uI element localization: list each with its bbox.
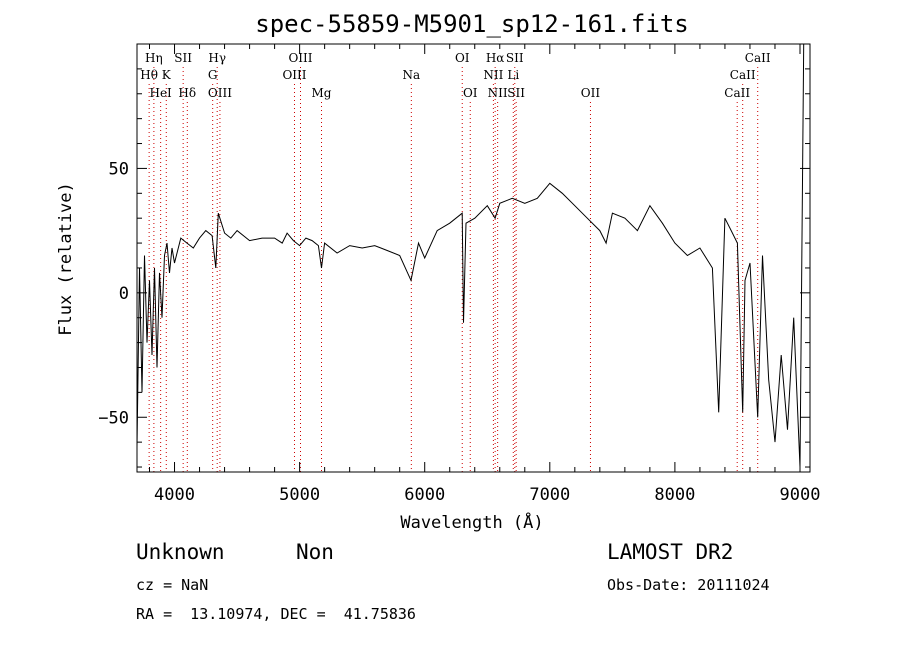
line-marker-label-13: OI (455, 51, 470, 65)
line-marker-label-3: HeI (149, 86, 172, 100)
line-marker-label-17: NII (483, 68, 503, 82)
line-marker-label-20: SII (507, 86, 525, 100)
x-tick-label: 8000 (654, 485, 695, 505)
x-tick-label: 9000 (780, 485, 821, 505)
y-tick-label: 50 (109, 159, 129, 179)
line-marker-label-8: OIII (208, 86, 232, 100)
spectrum-series (136, 43, 805, 468)
chart-title: spec-55859-M5901_sp12-161.fits (255, 10, 688, 38)
line-marker-label-16: SII (506, 51, 524, 65)
observation-date: Obs-Date: 20111024 (607, 576, 770, 594)
line-marker-label-5: Hδ (178, 86, 196, 100)
y-tick-label: 0 (119, 284, 129, 304)
line-marker-label-21: OII (581, 86, 601, 100)
redshift-value: cz = NaN (136, 576, 209, 594)
y-tick-label: −50 (98, 408, 129, 428)
x-axis-label: Wavelength (Å) (400, 511, 543, 533)
x-tick-label: 7000 (529, 485, 570, 505)
axis-ticks: 4000 5000 6000 7000 8000 9000 −50 0 50 (98, 43, 821, 505)
line-marker-label-1: Hθ (140, 68, 158, 82)
line-marker-label-14: OI (463, 86, 478, 100)
object-subclass: Non (296, 540, 334, 564)
x-tick-label: 4000 (154, 485, 195, 505)
spectrum-line (136, 43, 805, 468)
y-axis-label: Flux (relative) (56, 182, 76, 336)
line-marker-label-4: SII (174, 51, 192, 65)
line-marker-label-22: CaII (745, 51, 771, 65)
sky-coordinates: RA = 13.10974, DEC = 41.75836 (136, 605, 416, 623)
line-marker-label-0: Hη (145, 51, 163, 65)
x-tick-label: 5000 (279, 485, 320, 505)
line-marker-label-9: OIII (288, 51, 312, 65)
line-marker-label-15: Hα (486, 51, 505, 65)
object-class: Unknown (136, 540, 225, 564)
line-marker-label-12: Na (403, 68, 421, 82)
line-marker-label-10: OIII (282, 68, 306, 82)
line-marker-label-2: K (162, 68, 172, 82)
line-marker-label-7: G (208, 68, 218, 82)
line-marker-label-6: Hγ (208, 51, 226, 65)
line-marker-label-18: Li (507, 68, 519, 82)
plot-frame (136, 43, 811, 473)
line-marker-label-23: CaII (730, 68, 756, 82)
line-marker-label-11: Mg (312, 86, 332, 100)
x-tick-label: 6000 (404, 485, 445, 505)
line-marker-label-24: CaII (724, 86, 750, 100)
line-marker-label-19: NII (488, 86, 508, 100)
survey-name: LAMOST DR2 (607, 540, 734, 564)
